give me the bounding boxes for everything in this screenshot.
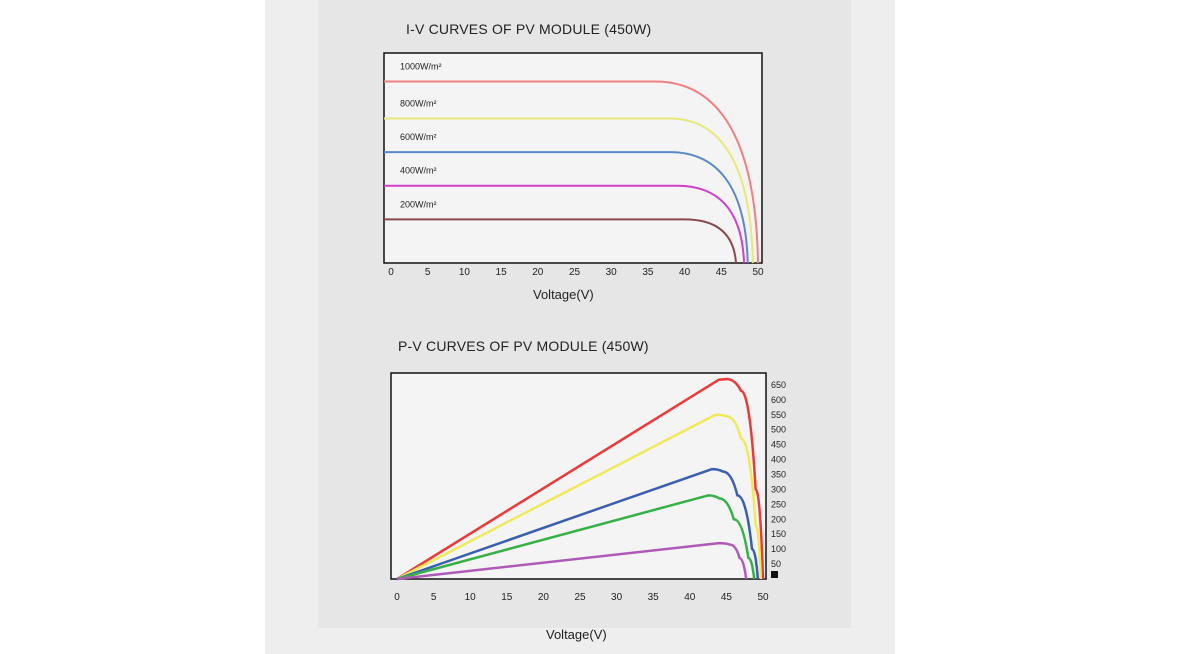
pv-y-tick-label: 600 — [771, 395, 786, 405]
pv-y-tick-label: 450 — [771, 440, 786, 450]
iv-x-tick-label: 50 — [752, 267, 764, 278]
pv-x-tick-label: 30 — [611, 592, 623, 603]
pv-y-tick-label: 250 — [771, 499, 786, 509]
iv-x-tick-label: 20 — [532, 267, 544, 278]
pv-x-tick-label: 25 — [574, 592, 586, 603]
pv-y-tick-label: 100 — [771, 544, 786, 554]
iv-x-tick-label: 10 — [459, 267, 471, 278]
iv-x-tick-label: 0 — [388, 267, 394, 278]
pv-curve-3 — [396, 467, 760, 581]
iv-x-tick-label: 40 — [679, 267, 691, 278]
iv-series-label: 400W/m² — [400, 166, 437, 176]
pv-y-tick-label: 650 — [771, 380, 786, 390]
pv-x-tick-label: 5 — [431, 592, 437, 603]
pv-x-tick-label: 40 — [684, 592, 696, 603]
iv-x-tick-label: 35 — [642, 267, 654, 278]
pv-y-tick-label: 200 — [771, 514, 786, 524]
pv-x-tick-label: 50 — [757, 592, 769, 603]
pv-x-tick-label: 45 — [721, 592, 733, 603]
iv-series-label: 800W/m² — [400, 99, 437, 109]
pv-chart: 0 5 10 15 20 25 30 35 40 45 50 50 100 150 200 250 300 350… — [390, 372, 786, 603]
pv-x-tick-label: 20 — [538, 592, 550, 603]
iv-chart: 0 5 10 15 20 25 30 35 40 45 50 1000W/m² 800W/m² 600W/… — [383, 52, 764, 278]
iv-curve-800w-m — [384, 117, 754, 264]
pv-x-tick-label: 0 — [394, 592, 400, 603]
pv-y-tick-label: 500 — [771, 425, 786, 435]
iv-x-tick-label: 45 — [716, 267, 728, 278]
pv-x-tick-label: 10 — [465, 592, 477, 603]
pv-curve-2 — [396, 413, 763, 581]
pv-chart-title: P-V CURVES OF PV MODULE (450W) — [398, 338, 649, 354]
pv-curve-5 — [396, 541, 748, 581]
iv-curve-200w-m — [384, 218, 737, 264]
iv-series-label: 600W/m² — [400, 132, 437, 142]
iv-x-axis-label: Voltage(V) — [533, 287, 594, 302]
pv-x-tick-label: 15 — [501, 592, 513, 603]
pv-x-tick-label: 35 — [648, 592, 660, 603]
iv-x-tick-label: 25 — [569, 267, 581, 278]
iv-x-tick-label: 15 — [496, 267, 508, 278]
pv-y-tick-label: 400 — [771, 455, 786, 465]
pv-curve-1 — [396, 377, 765, 581]
iv-x-tick-label: 30 — [606, 267, 618, 278]
pv-y-tick-label: 300 — [771, 484, 786, 494]
pv-axis-marker — [771, 571, 778, 578]
pv-y-tick-label: 50 — [771, 559, 781, 569]
iv-series-label: 200W/m² — [400, 199, 437, 209]
pv-x-axis-label: Voltage(V) — [546, 627, 607, 642]
iv-curve-400w-m — [384, 184, 746, 264]
pv-curve-4 — [396, 494, 756, 581]
iv-plot-area — [383, 52, 763, 264]
pv-y-tick-label: 550 — [771, 410, 786, 420]
iv-chart-title: I-V CURVES OF PV MODULE (450W) — [406, 21, 652, 37]
iv-curve-1000w-m — [384, 80, 759, 264]
iv-curve-600w-m — [384, 151, 749, 264]
pv-y-tick-label: 150 — [771, 529, 786, 539]
iv-x-tick-label: 5 — [425, 267, 431, 278]
iv-series-label: 1000W/m² — [400, 62, 442, 72]
pv-y-tick-label: 350 — [771, 470, 786, 480]
